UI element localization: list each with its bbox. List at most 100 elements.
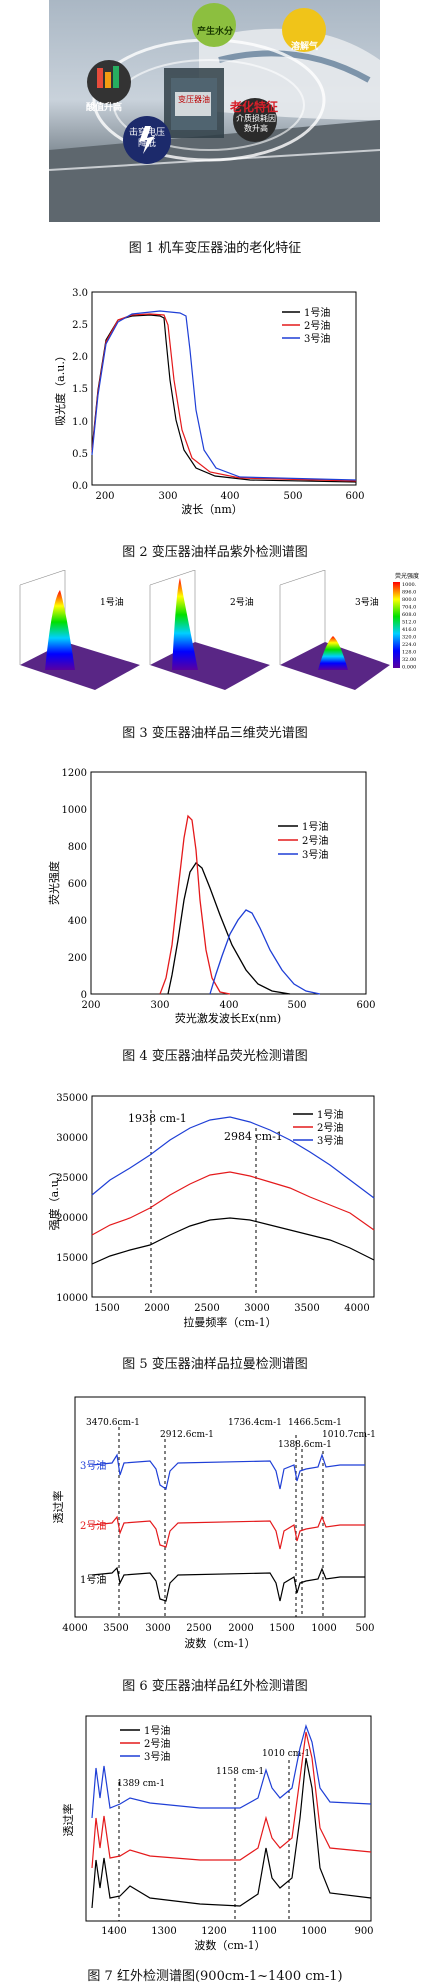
raman-ytick-3: 25000	[56, 1173, 88, 1184]
uv-ylabel: 吸光度（a.u.）	[53, 350, 67, 426]
cb-tick-7: 320.0	[402, 635, 416, 641]
irz-annot-1389: 1389 cm-1	[117, 1779, 165, 1789]
uv-ytick-2: 1.0	[72, 417, 88, 428]
fl-plot-frame	[90, 771, 367, 995]
raman-legend-1: 1号油	[317, 1108, 343, 1121]
ir-trace-label-2: 2号油	[80, 1519, 106, 1532]
fl-ylabel: 荧光强度	[47, 861, 61, 905]
ir-xtick-7: 500	[355, 1623, 374, 1634]
irz-legend-2: 2号油	[144, 1737, 170, 1750]
fl-series-3	[209, 909, 321, 995]
figure-3-caption: 图 3 变压器油样品三维荧光谱图	[122, 726, 308, 741]
raman-series-3	[91, 1116, 375, 1199]
ir-annot-3470: 3470.6cm-1	[86, 1418, 140, 1428]
ir-x-ticks: 4000 3500 3000 2500 2000 1500 1000 500	[62, 1623, 374, 1634]
raman-annotation-2984: 2984 cm-1	[224, 1130, 283, 1143]
fl-legend-1: 1号油	[302, 820, 328, 833]
fl-xtick-4: 600	[356, 1000, 375, 1011]
raman-xtick-0: 1500	[94, 1303, 119, 1314]
irz-xtick-3: 1100	[251, 1926, 276, 1937]
raman-xtick-1: 2000	[144, 1303, 169, 1314]
fluorescence-panel-3: 3号油	[279, 570, 390, 690]
fl-ytick-2: 400	[68, 916, 87, 927]
fl-series-2	[159, 814, 231, 995]
cb-tick-8: 224.0	[402, 642, 416, 648]
uv-series-3	[91, 310, 357, 481]
irz-annot-1010: 1010 cm-1	[262, 1749, 310, 1759]
irz-legend-1: 1号油	[144, 1724, 170, 1737]
cb-tick-10: 32.00	[402, 657, 416, 663]
fluorescence-panel-2: 2号油	[149, 570, 270, 690]
irz-x-ticks: 1400 1300 1200 1100 1000 900	[101, 1926, 373, 1937]
uv-plot-frame	[91, 291, 357, 486]
figure-7-caption: 图 7 红外检测谱图(900cm-1~1400 cm-1)	[87, 1969, 343, 1984]
raman-ylabel: 强度（a.u.）	[47, 1166, 61, 1231]
cb-tick-0: 1000.	[402, 582, 417, 588]
raman-legend-3: 3号油	[317, 1134, 343, 1147]
ir-trace-label-3: 3号油	[80, 1459, 106, 1472]
figure-2-caption: 图 2 变压器油样品紫外检测谱图	[122, 545, 308, 560]
uv-ytick-1: 0.5	[72, 449, 88, 460]
raman-y-ticks: 10000 15000 20000 25000 30000 35000	[56, 1093, 88, 1304]
fluorescence-panel-1: 1号油	[19, 570, 140, 690]
fl-xtick-0: 200	[81, 1000, 100, 1011]
irz-series-2	[91, 1731, 372, 1869]
ir-trace-labels: 3号油 2号油 1号油	[80, 1459, 106, 1586]
fl-x-ticks: 200 300 400 500 600	[81, 1000, 375, 1011]
bubble-dissolved-gas-label: 溶解气	[291, 42, 319, 52]
raman-xtick-2: 2500	[194, 1303, 219, 1314]
fl-ytick-4: 800	[68, 842, 87, 853]
fl-xtick-3: 500	[287, 1000, 306, 1011]
fl-xtick-1: 300	[150, 1000, 169, 1011]
cb-tick-3: 704.0	[402, 605, 416, 611]
cb-tick-1: 896.0	[402, 590, 416, 596]
panel-1-label: 1号油	[100, 596, 124, 608]
figure-6-caption: 图 6 变压器油样品红外检测谱图	[122, 1679, 308, 1694]
raman-series-1	[91, 1217, 375, 1265]
uv-ytick-4: 2.0	[72, 352, 88, 363]
uv-xtick-4: 600	[345, 491, 364, 502]
irz-xtick-0: 1400	[101, 1926, 126, 1937]
irz-ylabel: 透过率	[61, 1804, 75, 1837]
irz-legend: 1号油 2号油 3号油	[120, 1724, 170, 1763]
figure-3-3d-fluorescence: 1号油 2号油 3号油 荧光强度 1000. 896.0 800.0 704.0…	[19, 570, 419, 690]
uv-xtick-2: 400	[220, 491, 239, 502]
cb-tick-6: 416.0	[402, 627, 416, 633]
ir-annot-1736: 1736.4cm-1	[228, 1418, 282, 1428]
ir-annot-1010: 1010.7cm-1	[322, 1430, 376, 1440]
uv-ytick-5: 2.5	[72, 320, 88, 331]
raman-legend-2: 2号油	[317, 1121, 343, 1134]
ir-xlabel: 波数（cm-1）	[184, 1637, 255, 1650]
fl-ytick-6: 1200	[62, 768, 87, 779]
raman-ytick-0: 10000	[56, 1293, 88, 1304]
raman-legend: 1号油 2号油 3号油	[293, 1108, 343, 1147]
cb-tick-11: 0.000	[402, 665, 416, 671]
fl-ytick-3: 600	[68, 879, 87, 890]
uv-xtick-0: 200	[95, 491, 114, 502]
cb-tick-2: 800.0	[402, 597, 416, 603]
figure-7-ir-zoom-chart: 1400 1300 1200 1100 1000 900 波数（cm-1） 透过…	[61, 1715, 374, 1952]
illustration-svg	[49, 3, 380, 222]
raman-ytick-4: 30000	[56, 1133, 88, 1144]
bubble-moisture-label: 产生水分	[197, 27, 234, 37]
cb-tick-4: 608.0	[402, 612, 416, 618]
raman-xtick-3: 3000	[244, 1303, 269, 1314]
uv-xtick-1: 300	[158, 491, 177, 502]
transformer-oil-core-label: 变压器油	[178, 95, 210, 104]
ir-series-1	[91, 1566, 365, 1602]
ir-series-2	[91, 1515, 365, 1550]
figure-4-caption: 图 4 变压器油样品荧光检测谱图	[122, 1049, 308, 1064]
irz-xtick-1: 1300	[151, 1926, 176, 1937]
irz-annotations: 1389 cm-1 1158 cm-1 1010 cm-1	[117, 1749, 310, 1789]
ir-annot-2912: 2912.6cm-1	[160, 1430, 214, 1440]
irz-xtick-2: 1200	[201, 1926, 226, 1937]
uv-xlabel: 波长（nm）	[181, 503, 243, 516]
uv-legend: 1号油 2号油 3号油	[282, 306, 330, 345]
uv-x-ticks: 200 300 400 500 600	[95, 491, 364, 502]
colorbar-gradient	[393, 582, 400, 668]
fl-legend-2: 2号油	[302, 834, 328, 847]
uv-legend-1: 1号油	[304, 306, 330, 319]
bubble-acid-value-label: 酸值升高	[86, 103, 123, 113]
raman-ytick-5: 35000	[56, 1093, 88, 1104]
raman-x-ticks: 1500 2000 2500 3000 3500 4000	[94, 1303, 369, 1314]
